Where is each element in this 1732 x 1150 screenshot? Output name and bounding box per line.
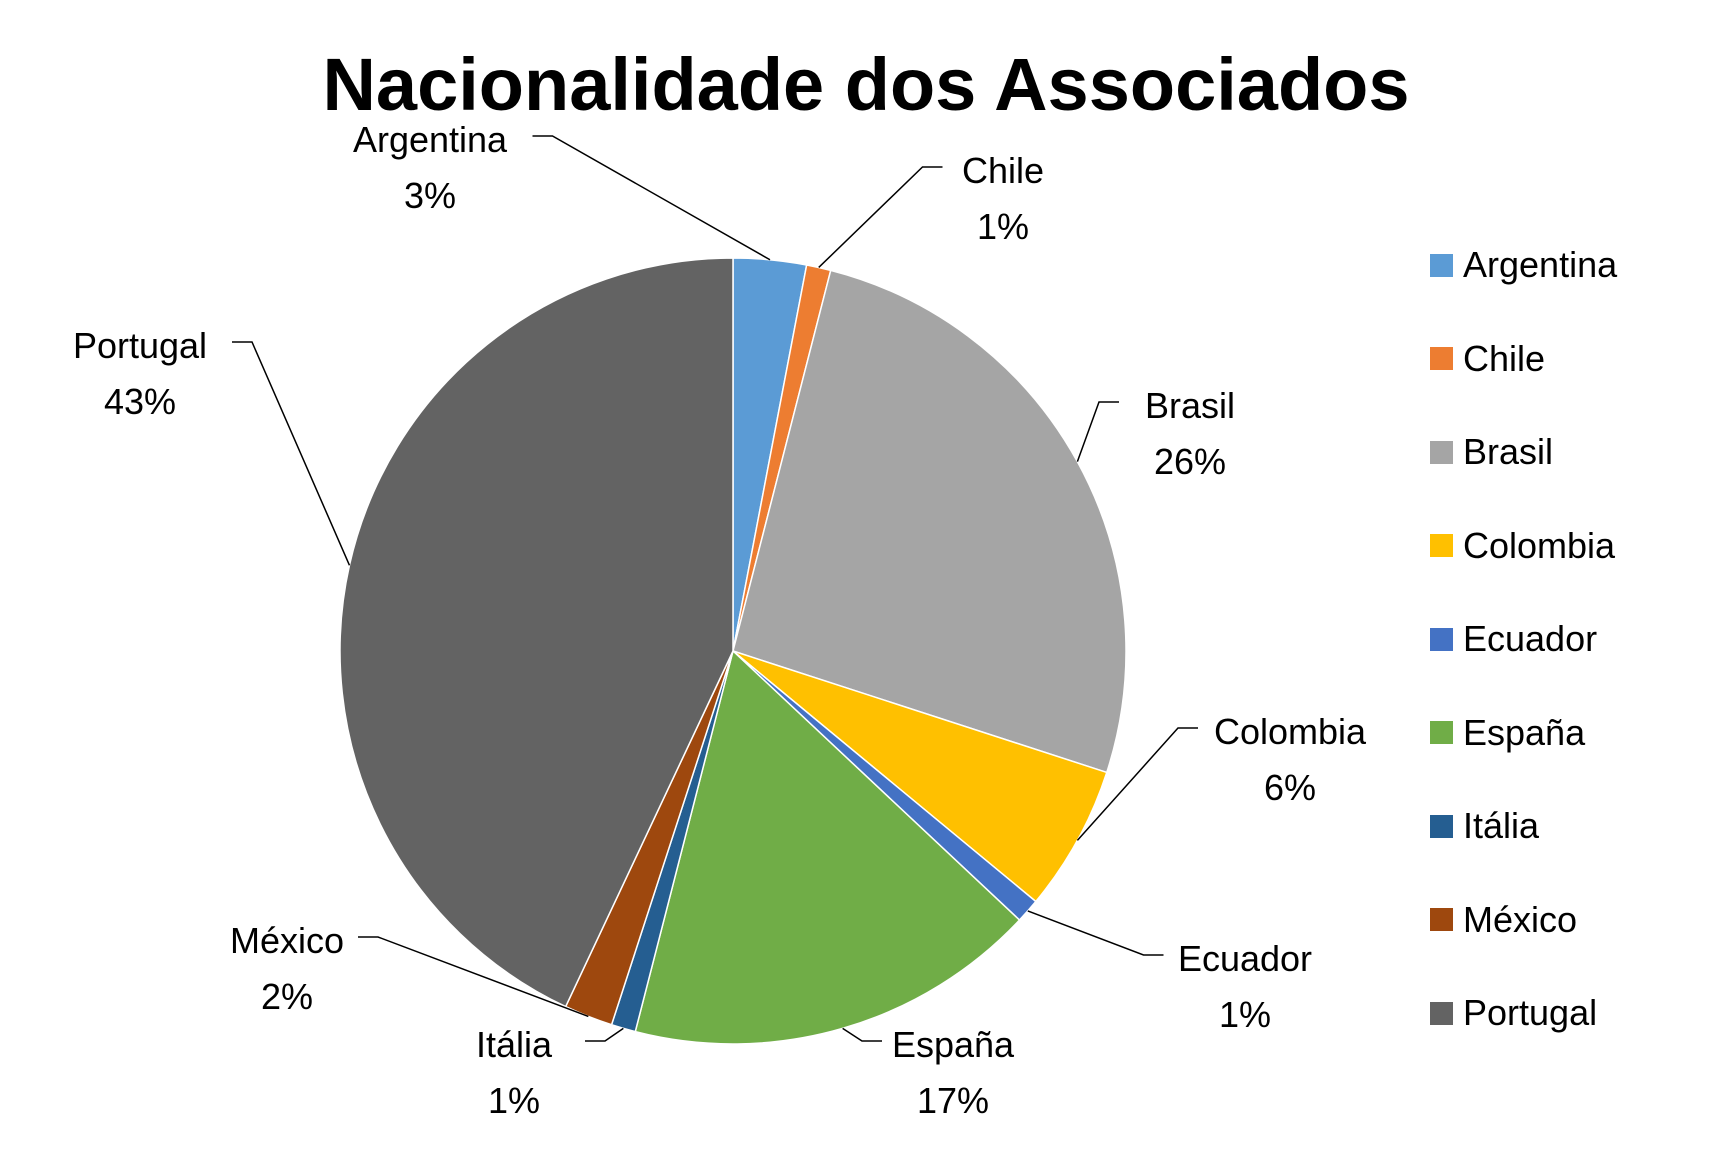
legend-item-ecuador: Ecuador xyxy=(1430,618,1598,659)
pie-slice-portugal xyxy=(339,257,734,1008)
data-label-name-portugal: Portugal xyxy=(73,325,207,366)
legend-swatch xyxy=(1430,1001,1453,1025)
data-label-value-portugal: 43% xyxy=(104,381,176,422)
leader-line-ecuador xyxy=(1027,910,1164,956)
legend-item-argentina: Argentina xyxy=(1430,244,1618,285)
data-label-value-mexico: 2% xyxy=(261,976,313,1017)
pie-slice-colombia xyxy=(732,650,1108,903)
leader-line-italia xyxy=(585,1027,624,1042)
legend-item-espana: España xyxy=(1430,711,1586,753)
pie-slice-brasil xyxy=(732,269,1127,774)
data-label-value-brasil: 26% xyxy=(1154,441,1226,482)
legend-item-chile: Chile xyxy=(1430,337,1546,379)
legend-swatch xyxy=(1430,534,1453,557)
legend-swatch xyxy=(1430,440,1453,464)
legend-swatch xyxy=(1430,908,1453,931)
legend-item-colombia: Colombia xyxy=(1430,524,1616,566)
data-label-name-mexico: México xyxy=(230,920,344,961)
legend-label: Brasil xyxy=(1463,431,1554,472)
data-label-name-espana: España xyxy=(892,1024,1015,1065)
legend-label: Portugal xyxy=(1463,992,1598,1033)
legend-label: Itália xyxy=(1463,805,1540,846)
data-label-name-argentina: Argentina xyxy=(353,119,508,160)
leader-line-colombia xyxy=(1076,727,1198,841)
leader-line-mexico xyxy=(358,936,589,1018)
leader-line-espana xyxy=(842,1027,882,1042)
legend-swatch xyxy=(1430,627,1453,651)
data-label-name-chile: Chile xyxy=(962,150,1044,191)
legend-item-portugal: Portugal xyxy=(1430,992,1598,1033)
data-label-value-chile: 1% xyxy=(977,206,1029,247)
legend-label: México xyxy=(1463,898,1578,940)
data-label-value-argentina: 3% xyxy=(404,175,456,216)
legend-swatch xyxy=(1430,814,1453,838)
legend-label: Ecuador xyxy=(1463,618,1598,659)
data-label-value-espana: 17% xyxy=(917,1080,989,1121)
legend-label: España xyxy=(1463,711,1586,753)
leader-line-argentina xyxy=(532,135,771,261)
leader-line-chile xyxy=(818,166,943,269)
legend-item-brasil: Brasil xyxy=(1430,431,1554,472)
data-label-name-italia: Itália xyxy=(476,1024,553,1065)
data-label-value-colombia: 6% xyxy=(1264,767,1316,808)
legend-label: Chile xyxy=(1463,337,1546,379)
pie-slice-espana xyxy=(634,649,1021,1045)
legend-swatch xyxy=(1430,721,1453,744)
leader-line-brasil xyxy=(1076,401,1119,462)
data-label-value-ecuador: 1% xyxy=(1219,994,1271,1035)
legend-item-italia: Itália xyxy=(1430,805,1540,846)
data-label-name-colombia: Colombia xyxy=(1214,711,1367,752)
data-label-value-italia: 1% xyxy=(488,1080,540,1121)
chart-title: Nacionalidade dos Associados xyxy=(322,43,1410,126)
leader-line-portugal xyxy=(232,341,351,566)
data-label-name-brasil: Brasil xyxy=(1145,385,1235,426)
legend-item-mexico: México xyxy=(1430,898,1578,940)
data-label-name-ecuador: Ecuador xyxy=(1178,938,1312,979)
legend-swatch xyxy=(1430,253,1453,277)
legend-label: Argentina xyxy=(1463,244,1618,285)
legend-label: Colombia xyxy=(1463,524,1616,566)
legend-swatch xyxy=(1430,347,1453,370)
